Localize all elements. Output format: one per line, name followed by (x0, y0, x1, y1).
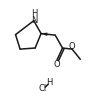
Text: O: O (69, 42, 75, 51)
Text: H: H (47, 78, 53, 87)
Text: O: O (53, 61, 60, 70)
Text: N: N (31, 16, 37, 25)
Text: H: H (31, 9, 37, 18)
Text: Cl: Cl (39, 84, 47, 93)
